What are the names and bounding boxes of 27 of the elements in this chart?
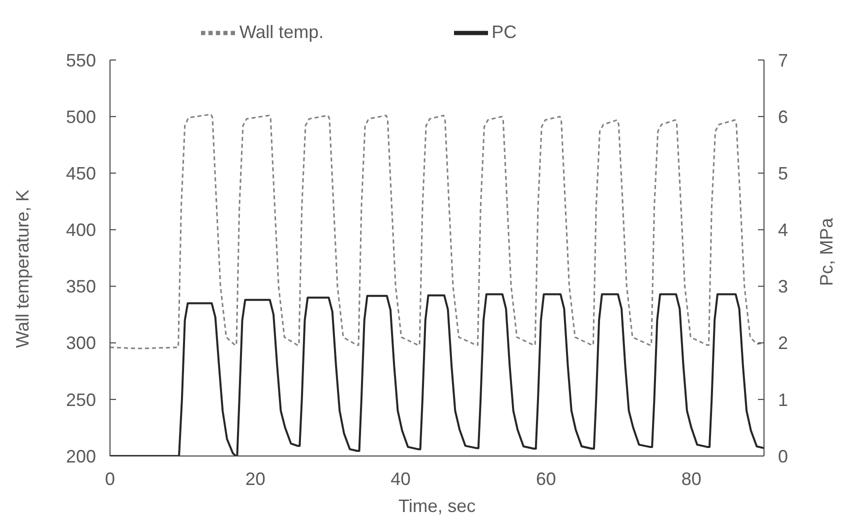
legend-label: Wall temp.	[239, 22, 324, 42]
y2-tick-label: 6	[778, 106, 788, 127]
y2-tick-label: 1	[778, 390, 788, 410]
y-tick-label: 350	[66, 276, 96, 297]
x-axis-title: Time, sec	[398, 496, 476, 516]
line-series	[110, 114, 764, 350]
x-tick-label: 0	[104, 468, 116, 489]
x-tick-label: 80	[681, 468, 702, 489]
y-tick-label: 550	[66, 50, 96, 70]
y-axis-title: Wall temperature, K	[12, 190, 32, 348]
y2-axis-title: Pc, MPa	[816, 217, 836, 286]
legend-label: PC	[492, 22, 517, 42]
y2-tick-label: 5	[778, 164, 788, 184]
y-tick-label: 250	[66, 390, 96, 410]
y2-tick-label: 0	[778, 446, 788, 466]
y-tick-label: 400	[66, 220, 96, 240]
y2-tick-label: 3	[778, 276, 788, 297]
y2-tick-label: 7	[778, 50, 788, 70]
y2-tick-label: 2	[778, 333, 788, 354]
y-tick-label: 450	[66, 164, 96, 184]
y-tick-label: 300	[66, 333, 96, 354]
x-tick-label: 60	[536, 468, 556, 489]
x-tick-label: 20	[245, 468, 266, 489]
y-tick-label: 500	[66, 106, 96, 127]
y2-tick-label: 4	[778, 220, 788, 240]
y-tick-label: 200	[66, 446, 96, 466]
x-tick-label: 40	[390, 468, 411, 489]
